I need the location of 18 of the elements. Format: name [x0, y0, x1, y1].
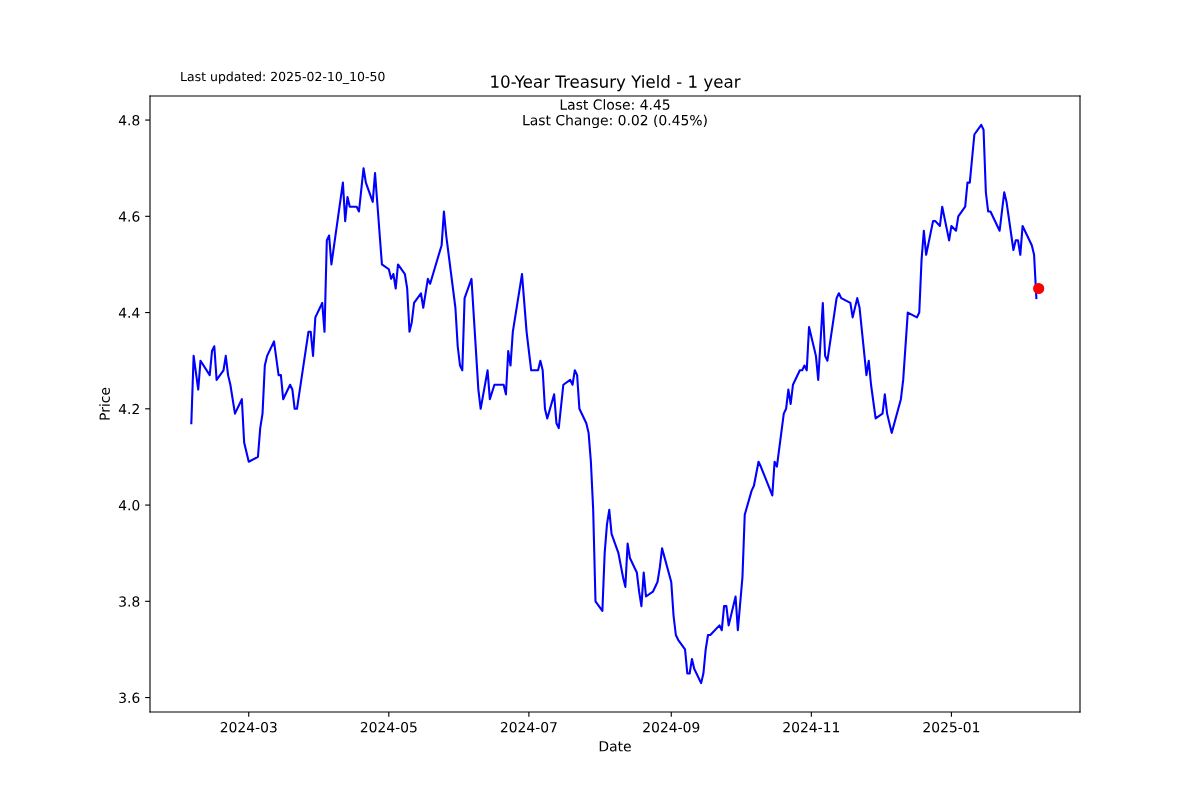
- chart-title: 10-Year Treasury Yield - 1 year: [491, 75, 741, 92]
- y-tick-label: 4.6: [118, 211, 140, 222]
- y-tick-label: 4.2: [118, 403, 139, 415]
- y-tick-label: 3.8: [119, 596, 140, 607]
- x-tick-label: 2024-03: [220, 721, 277, 733]
- y-tick-label: 3.6: [119, 692, 140, 704]
- x-tick-label: 2024-11: [783, 721, 840, 733]
- x-axis-title: Date: [599, 741, 631, 752]
- x-tick-label: 2024-07: [500, 721, 557, 733]
- text: Last updated: 2025-02-10_10-50: [181, 71, 385, 84]
- x-tick-label: 2024-05: [360, 721, 417, 733]
- y-tick-label: 4.0: [118, 500, 140, 511]
- y-axis-title: Price: [99, 387, 110, 420]
- x-tick-label: 2025-01: [923, 721, 980, 733]
- x-tick-label: 2024-09: [643, 721, 700, 733]
- y-tick-label: 4.8: [118, 115, 140, 126]
- annotation: Last Close: 4.45 Last Change: 0.02 (0.45%): [523, 99, 707, 129]
- y-tick-label: 4.4: [118, 307, 140, 318]
